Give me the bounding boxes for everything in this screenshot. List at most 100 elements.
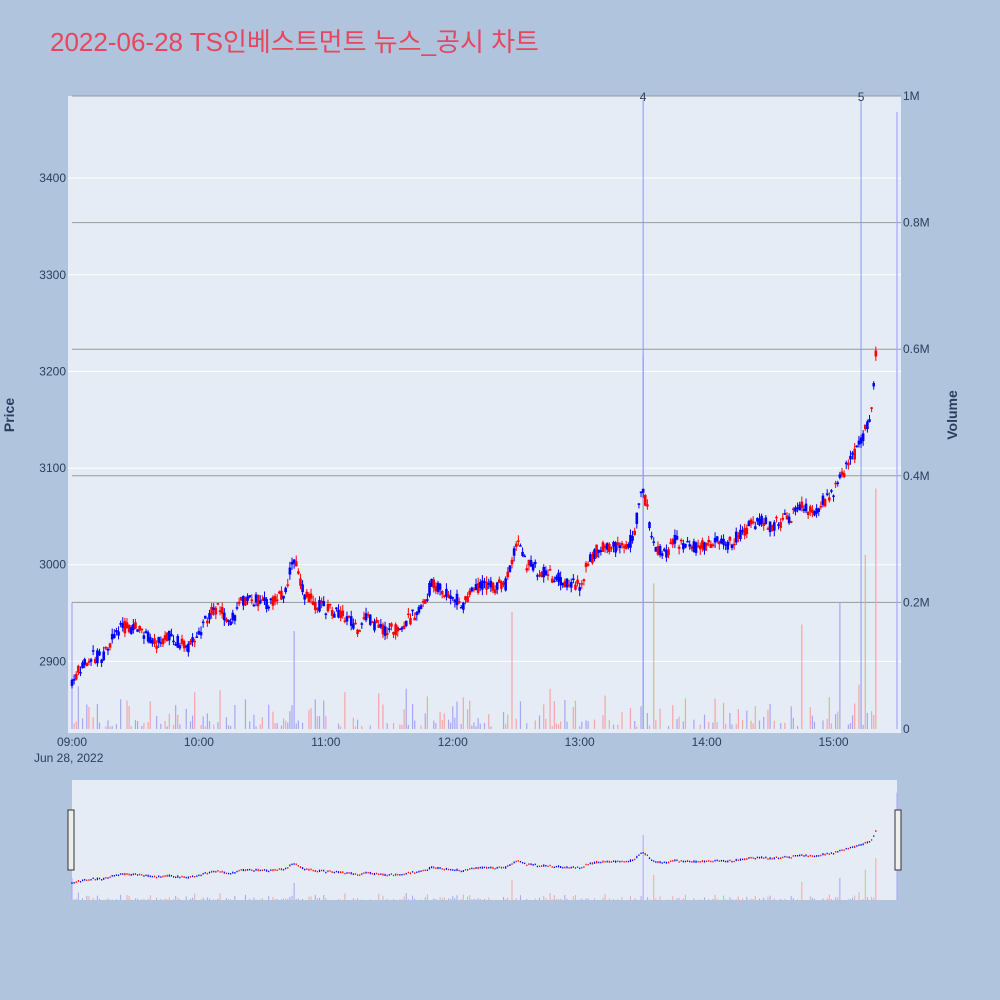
slider-candle — [505, 866, 507, 869]
candle-body — [121, 622, 125, 628]
candle-body — [493, 589, 497, 594]
range-slider-right-handle[interactable] — [894, 809, 902, 871]
slider-candle — [395, 873, 397, 876]
candle-body — [237, 601, 241, 604]
candle-body — [98, 651, 101, 656]
slider-candle — [109, 876, 111, 879]
candle-body — [588, 554, 592, 562]
range-slider-left-handle[interactable] — [67, 809, 75, 871]
slider-candle — [780, 857, 782, 860]
candle-body — [328, 603, 332, 606]
slider-candle — [304, 868, 306, 871]
candle-body — [187, 643, 190, 653]
candle-body — [627, 544, 630, 548]
candle-body — [85, 662, 89, 667]
volume-bar — [475, 726, 477, 729]
slider-candle — [511, 863, 513, 865]
slider-candle — [481, 866, 483, 869]
candle-body — [557, 572, 560, 582]
candle-body — [235, 607, 239, 609]
volume-bar — [784, 722, 786, 729]
slider-volume-bar — [99, 898, 100, 900]
volume-bar — [160, 723, 162, 729]
candle-body — [451, 597, 455, 599]
volume-tick-label: 0.6M — [903, 342, 930, 356]
candle-body — [660, 553, 664, 556]
slider-candle — [568, 867, 570, 869]
candle-body — [180, 638, 184, 644]
candle-body — [540, 572, 543, 578]
slider-candle — [530, 863, 532, 866]
slider-candle — [164, 875, 166, 877]
slider-candle — [837, 851, 839, 853]
slider-candle — [390, 873, 393, 875]
slider-candle — [469, 868, 471, 870]
slider-volume-bar — [344, 893, 346, 900]
candle-body — [269, 598, 273, 601]
candle-body — [146, 632, 150, 642]
candle-body — [278, 591, 281, 594]
candle-body — [783, 513, 787, 515]
candle-body — [863, 424, 867, 430]
slider-volume-bar — [488, 897, 490, 900]
slider-volume-bar — [173, 899, 175, 900]
slider-volume-bar — [773, 898, 775, 900]
price-candles[interactable] — [70, 346, 878, 689]
candle-body — [290, 561, 294, 565]
candle-body — [574, 584, 577, 590]
time-tick-label: 14:00 — [692, 735, 722, 749]
slider-candle — [266, 869, 268, 872]
slider-volume-bar — [790, 896, 792, 900]
volume-bar — [699, 724, 701, 729]
news-marker-label[interactable]: 5 — [858, 90, 865, 104]
slider-volume-bar — [185, 896, 187, 900]
range-slider-background[interactable] — [72, 780, 897, 900]
volume-bar — [213, 724, 215, 729]
slider-volume-bar — [323, 895, 325, 900]
slider-candle — [310, 868, 312, 871]
candle-body — [447, 594, 450, 598]
slider-volume-bar — [712, 898, 714, 900]
slider-candle — [272, 869, 274, 872]
volume-bar — [507, 714, 509, 729]
volume-bar — [477, 718, 479, 729]
slider-candle — [215, 870, 217, 873]
slider-volume-bar — [228, 899, 230, 900]
slider-volume-bar — [352, 898, 354, 900]
candle-body — [271, 596, 275, 606]
candle-body — [578, 587, 581, 591]
slider-candle — [428, 866, 431, 870]
slider-candle — [545, 864, 547, 867]
candle-body — [629, 534, 632, 548]
volume-bar — [809, 707, 811, 729]
slider-candle — [230, 873, 232, 875]
volume-bar — [291, 705, 293, 729]
slider-candle — [856, 845, 858, 847]
slider-candle — [219, 871, 221, 873]
slider-candle — [587, 863, 589, 866]
slider-candle — [875, 830, 877, 832]
candle-body — [347, 616, 351, 618]
time-tick-label: 13:00 — [565, 735, 595, 749]
slider-volume-bar — [175, 895, 177, 900]
volume-bar — [636, 726, 638, 729]
candle-body — [223, 612, 226, 621]
slider-candle — [382, 873, 384, 876]
slider-volume-bar — [209, 898, 210, 900]
slider-candle — [411, 871, 414, 873]
slider-candle — [187, 876, 189, 879]
candle-body — [563, 581, 567, 588]
slider-candle — [450, 868, 452, 871]
slider-candle — [562, 866, 564, 869]
slider-volume-bar — [826, 898, 828, 900]
volume-bar — [354, 726, 357, 729]
price-tick-label: 3300 — [39, 268, 66, 282]
volume-bar — [617, 724, 619, 729]
news-marker-label[interactable]: 4 — [640, 90, 647, 104]
slider-volume-bar — [147, 898, 149, 900]
slider-candle — [299, 866, 302, 869]
slider-candle — [321, 869, 323, 872]
candle-body — [874, 350, 878, 357]
